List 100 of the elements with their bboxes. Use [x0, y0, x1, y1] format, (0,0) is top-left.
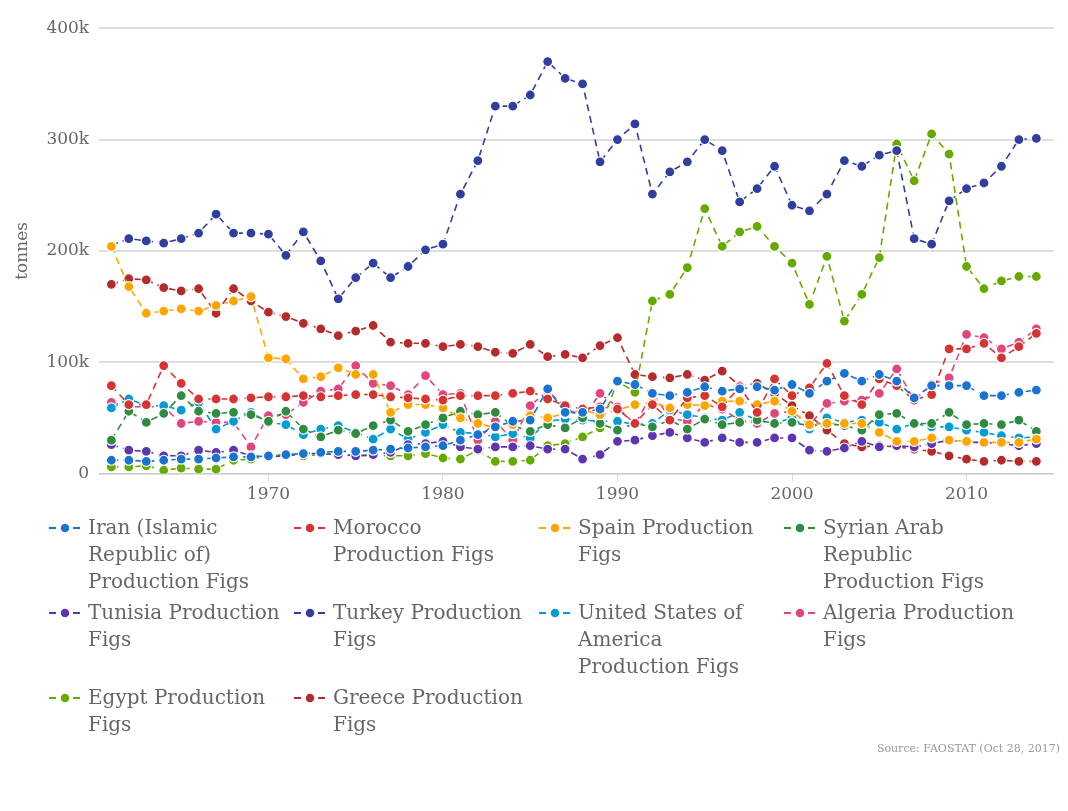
point	[332, 293, 344, 305]
point	[105, 454, 117, 466]
point	[105, 278, 117, 290]
point	[472, 155, 484, 167]
point	[699, 390, 711, 402]
point	[943, 450, 955, 462]
point	[943, 421, 955, 433]
point	[524, 89, 536, 101]
point	[978, 455, 990, 467]
point	[664, 390, 676, 402]
y-tick-label: 200k	[46, 239, 90, 260]
point	[385, 272, 397, 284]
point	[734, 196, 746, 208]
point	[245, 392, 257, 404]
point	[332, 362, 344, 374]
point	[472, 341, 484, 353]
point	[524, 400, 536, 412]
point	[175, 233, 187, 245]
point	[507, 415, 519, 427]
point	[995, 275, 1008, 287]
point	[786, 416, 798, 428]
point	[175, 303, 187, 315]
point	[856, 160, 868, 172]
point	[699, 381, 711, 393]
point	[524, 385, 536, 397]
point	[210, 208, 222, 220]
point	[315, 371, 327, 383]
point	[280, 249, 292, 261]
point	[821, 375, 833, 387]
point	[210, 299, 222, 312]
y-tick-label: 100k	[46, 350, 90, 371]
point	[716, 419, 728, 431]
point	[838, 367, 850, 379]
point	[821, 445, 833, 457]
point	[1013, 414, 1025, 426]
point	[437, 394, 449, 406]
point	[158, 305, 170, 317]
point	[611, 435, 624, 447]
point	[210, 393, 222, 405]
point	[437, 341, 449, 353]
point	[821, 250, 833, 263]
point	[123, 233, 135, 245]
point	[891, 375, 903, 387]
point	[350, 272, 362, 284]
point	[786, 257, 798, 269]
point	[297, 226, 309, 238]
point	[158, 464, 170, 474]
point	[594, 156, 606, 168]
point	[489, 390, 501, 402]
point	[1030, 455, 1042, 467]
point	[437, 238, 449, 250]
point	[664, 166, 676, 178]
point	[978, 390, 990, 402]
point	[629, 118, 641, 130]
point	[193, 415, 205, 427]
point	[646, 421, 658, 433]
point	[716, 365, 728, 377]
point	[123, 280, 135, 293]
point	[873, 368, 885, 381]
point	[716, 240, 728, 253]
point	[280, 405, 292, 417]
point	[995, 160, 1008, 172]
legend-label: Iran (Islamic Republic of) Production Figs	[88, 514, 250, 595]
point	[856, 417, 868, 430]
source-note: Source: FAOSTAT (Oct 28, 2017)	[875, 742, 1060, 755]
point	[507, 441, 519, 453]
x-tick-label: 1980	[421, 483, 465, 504]
point	[123, 454, 135, 466]
point	[140, 235, 152, 247]
point	[926, 238, 938, 250]
point	[419, 370, 432, 382]
point	[629, 378, 641, 391]
point	[140, 455, 152, 467]
point	[821, 357, 833, 369]
point	[891, 423, 903, 435]
point	[385, 380, 397, 392]
x-tick-label: 1990	[595, 483, 640, 504]
point	[995, 454, 1008, 466]
point	[1013, 133, 1025, 146]
point	[681, 262, 693, 274]
point	[454, 338, 467, 351]
point	[611, 424, 624, 436]
point	[297, 390, 309, 402]
point	[454, 453, 467, 465]
point	[350, 368, 362, 381]
point	[542, 351, 554, 363]
point	[419, 337, 432, 349]
legend-label: Algeria Production Figs	[823, 599, 1015, 653]
point	[734, 395, 746, 407]
point	[227, 227, 240, 239]
point	[280, 419, 292, 431]
point	[245, 290, 257, 303]
point	[699, 133, 711, 146]
point	[507, 455, 519, 467]
y-tick-label: 0	[78, 462, 90, 483]
point	[908, 233, 920, 245]
point	[821, 397, 833, 410]
point	[507, 100, 519, 112]
point	[646, 430, 658, 442]
point	[367, 368, 379, 381]
